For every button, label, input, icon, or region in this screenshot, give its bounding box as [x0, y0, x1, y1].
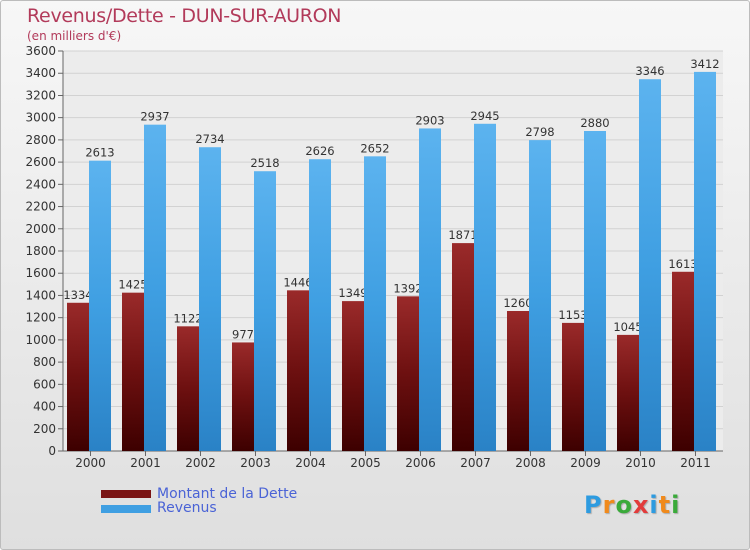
data-label-revenus: 2626 [305, 144, 334, 158]
y-tick-label: 0 [48, 444, 56, 458]
legend-label-revenus: Revenus [157, 500, 217, 516]
data-label-dette: 1260 [503, 296, 532, 310]
y-tick-label: 1400 [25, 288, 56, 302]
x-tick-label: 2007 [460, 456, 491, 470]
data-label-revenus: 2903 [415, 113, 444, 127]
y-tick-label: 2800 [25, 133, 56, 147]
data-label-dette: 1122 [173, 311, 202, 325]
bar-revenus [199, 147, 221, 451]
y-tick-label: 400 [33, 400, 56, 414]
x-tick-label: 2008 [515, 456, 546, 470]
x-tick-label: 2000 [75, 456, 106, 470]
x-tick-label: 2003 [240, 456, 271, 470]
chart-title: Revenus/Dette - DUN-SUR-AURON [27, 5, 342, 27]
bar-dette [672, 271, 694, 451]
bar-revenus [309, 159, 331, 451]
bar-revenus [254, 171, 276, 451]
y-tick-label: 2600 [25, 155, 56, 169]
data-label-revenus: 2798 [525, 125, 554, 139]
x-tick-label: 2001 [130, 456, 161, 470]
bar-dette [232, 342, 254, 451]
y-tick-label: 1800 [25, 244, 56, 258]
data-label-revenus: 2652 [360, 141, 389, 155]
legend-label-dette: Montant de la Dette [157, 486, 298, 502]
bar-revenus [89, 160, 111, 451]
proxiti-logo: Proxiti [584, 491, 681, 519]
bar-revenus [364, 156, 386, 452]
y-tick-label: 3400 [25, 66, 56, 80]
data-label-revenus: 2613 [85, 146, 114, 160]
data-label-dette: 1446 [283, 275, 312, 289]
y-tick-label: 2200 [25, 200, 56, 214]
y-tick-label: 1000 [25, 333, 56, 347]
y-tick-label: 600 [33, 377, 56, 391]
data-label-dette: 1153 [558, 308, 587, 322]
x-tick-label: 2009 [570, 456, 601, 470]
y-tick-label: 200 [33, 422, 56, 436]
bar-dette [507, 311, 529, 451]
bar-revenus [419, 128, 441, 451]
bar-dette [617, 334, 639, 451]
y-tick-label: 3200 [25, 88, 56, 102]
bar-dette [287, 290, 309, 451]
bar-dette [397, 296, 419, 451]
data-label-revenus: 2945 [470, 109, 499, 123]
y-tick-label: 3600 [25, 44, 56, 58]
data-label-dette: 1871 [448, 228, 477, 242]
bar-dette [67, 302, 89, 451]
x-tick-label: 2010 [625, 456, 656, 470]
data-label-revenus: 2880 [580, 116, 609, 130]
bar-dette [562, 322, 584, 451]
bar-dette [452, 243, 474, 451]
bar-revenus [529, 140, 551, 451]
data-label-revenus: 3412 [690, 57, 719, 71]
x-tick-label: 2005 [350, 456, 381, 470]
data-label-dette: 1349 [338, 286, 367, 300]
bar-revenus [584, 131, 606, 451]
legend-swatch-dette [101, 490, 151, 498]
y-tick-label: 1600 [25, 266, 56, 280]
bar-revenus [694, 71, 716, 451]
x-tick-label: 2011 [680, 456, 711, 470]
data-label-revenus: 3346 [635, 64, 664, 78]
data-label-revenus: 2518 [250, 156, 279, 170]
data-label-revenus: 2734 [195, 132, 224, 146]
bar-dette [122, 292, 144, 451]
bar-revenus [474, 123, 496, 452]
bar-dette [342, 301, 364, 451]
x-tick-label: 2006 [405, 456, 436, 470]
bar-revenus [144, 124, 166, 452]
y-tick-label: 2400 [25, 177, 56, 191]
data-label-dette: 1613 [668, 257, 697, 271]
chart-subtitle: (en milliers d'€) [27, 29, 122, 43]
bar-revenus [639, 79, 661, 451]
data-label-dette: 977 [232, 327, 254, 341]
legend-swatch-revenus [101, 505, 151, 513]
y-tick-label: 3000 [25, 111, 56, 125]
data-label-dette: 1392 [393, 281, 422, 295]
data-label-revenus: 2937 [140, 110, 169, 124]
y-tick-label: 800 [33, 355, 56, 369]
data-label-dette: 1334 [63, 288, 92, 302]
bar-dette [177, 326, 199, 451]
x-tick-label: 2004 [295, 456, 326, 470]
data-label-dette: 1425 [118, 278, 147, 292]
data-label-dette: 1045 [613, 320, 642, 334]
y-tick-label: 2000 [25, 222, 56, 236]
x-tick-label: 2002 [185, 456, 216, 470]
y-tick-label: 1200 [25, 311, 56, 325]
